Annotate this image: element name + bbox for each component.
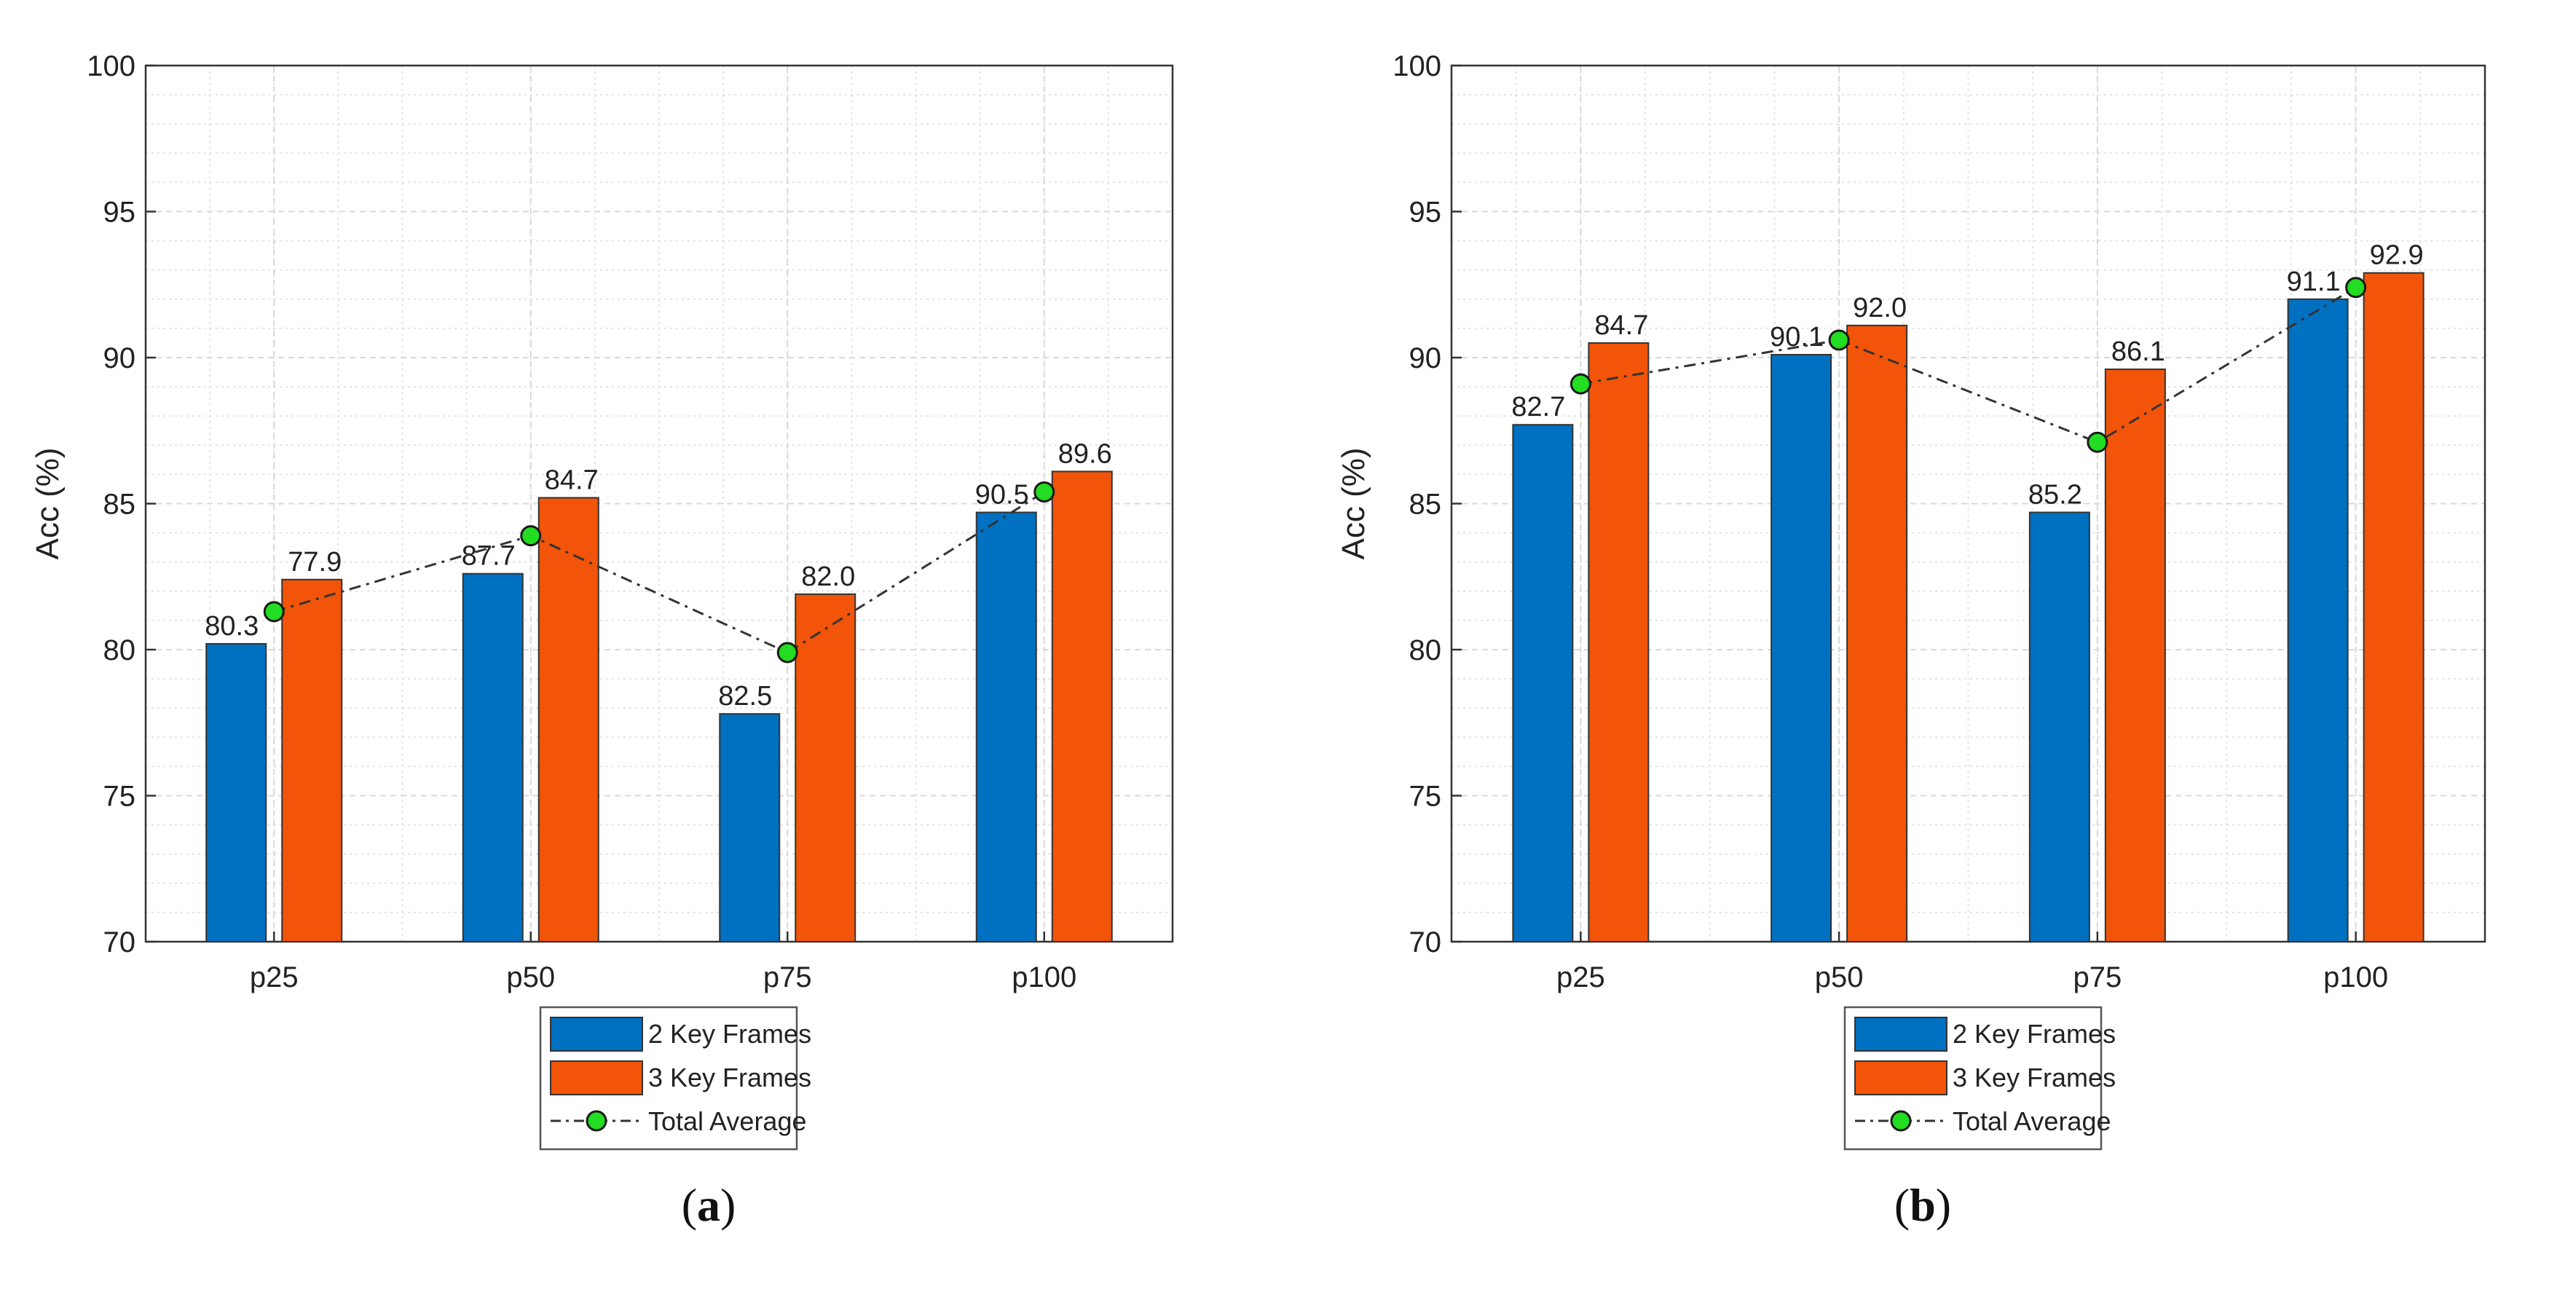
data-label: 84.7 [545,465,599,495]
legend-label: 3 Key Frames [1953,1063,2116,1092]
average-point [1828,329,1850,351]
legend-swatch-3kf [550,1060,643,1095]
average-line [273,491,1045,654]
data-label: 85.2 [2028,480,2082,511]
panel-caption-a: (a) [636,1178,781,1232]
y-axis-label: Acc (%) [1336,448,1371,560]
data-label: 82.0 [801,562,855,592]
y-axis-label: Acc (%) [30,448,66,560]
legend-label: 2 Key Frames [648,1019,811,1049]
bar-2kf-p75 [719,713,781,942]
bars: 80.3 77.9 87.7 84.7 82.5 82.0 90.5 89.6 [205,438,1113,942]
x-tick-label: p100 [2323,961,2388,993]
bar-3kf-p75 [795,593,856,942]
average-point [776,642,798,663]
legend: 2 Key Frames 3 Key Frames Total Average [539,1006,811,1151]
bar-2kf-p50 [1770,353,1832,942]
bar-2kf-p100 [2287,298,2349,942]
bar-3kf-p25 [281,578,343,942]
average-line [1580,286,2357,444]
x-tick-label: p75 [2073,961,2122,993]
bars: 82.784.7 90.192.085.286.191.192.9 [1511,240,2425,943]
average-point [520,525,542,547]
data-label: 86.1 [2111,336,2165,367]
legend-label: 2 Key Frames [1953,1019,2116,1049]
bar-2kf-p25 [1512,424,1574,942]
caption-close: ) [1935,1179,1952,1231]
legend-label: 3 Key Frames [648,1063,811,1092]
bar-3kf-p50 [1846,324,1908,942]
bar-3kf-p100 [2363,272,2425,942]
average-point [2345,277,2367,299]
y-tick-label: 90 [1409,342,1442,374]
x-tick-label: p50 [1815,961,1864,993]
bar-2kf-p50 [462,572,524,942]
y-tick-label: 70 [103,926,136,958]
bar-3kf-p100 [1051,470,1113,942]
data-label: 91.1 [2287,267,2341,297]
y-tick-label: 85 [103,489,136,521]
y-tick-label: 85 [1409,489,1442,521]
y-tick-label: 80 [1409,634,1442,666]
x-tick-label: p75 [763,961,812,993]
y-tick-label: 75 [103,781,136,813]
x-tick-label: p50 [506,961,555,993]
x-tick-label: p100 [1012,961,1076,993]
data-label: 82.7 [1511,392,1565,422]
caption-close: ) [720,1179,736,1231]
caption-open: ( [1894,1179,1910,1231]
y-tick-label: 100 [87,50,135,82]
data-label: 87.7 [462,541,516,572]
data-label: 77.9 [288,547,342,578]
data-label: 89.6 [1058,438,1112,469]
bar-3kf-p25 [1588,342,1650,942]
data-label: 82.5 [718,681,772,712]
legend-label: Total Average [648,1106,807,1136]
y-tick-label: 70 [1409,926,1442,958]
y-tick-label: 95 [1409,197,1442,229]
data-label: 80.3 [205,611,259,642]
legend-swatch-3kf [1854,1060,1947,1095]
data-label: 92.0 [1853,293,1907,323]
legend-swatch-2kf [550,1017,643,1052]
legend: 2 Key Frames 3 Key Frames Total Average [1843,1006,2116,1151]
data-label: 84.7 [1594,310,1648,341]
y-tick-label: 90 [103,342,136,374]
legend-marker-average [586,1110,607,1132]
x-tick-label: p25 [250,961,299,993]
data-label: 90.5 [975,480,1029,511]
data-label: 92.9 [2370,240,2424,271]
bar-3kf-p50 [537,497,599,942]
chart-panel-a: 70 75 80 85 90 95 100 Acc (%) 80.3 77.9 87.7 84.7 82… [30,50,1174,1151]
bar-2kf-p25 [205,642,267,942]
caption-letter: b [1910,1179,1936,1231]
y-tick-label: 95 [103,197,136,229]
y-tick-label: 75 [1409,781,1442,813]
panel-caption-b: (b) [1850,1178,1996,1232]
legend-label: Total Average [1953,1106,2111,1136]
caption-letter: a [697,1179,720,1231]
bar-3kf-p75 [2104,369,2166,943]
average-point [1569,373,1591,395]
caption-open: ( [681,1179,697,1231]
legend-swatch-2kf [1854,1017,1947,1052]
x-tick-label: p25 [1556,961,1605,993]
y-tick-label: 80 [103,634,136,666]
average-point [1033,481,1055,503]
average-point [263,601,285,623]
average-point [2087,431,2108,453]
bar-2kf-p75 [2028,511,2090,942]
y-tick-label: 100 [1393,50,1441,82]
legend-marker-average [1890,1110,1912,1132]
bar-2kf-p100 [975,511,1037,942]
